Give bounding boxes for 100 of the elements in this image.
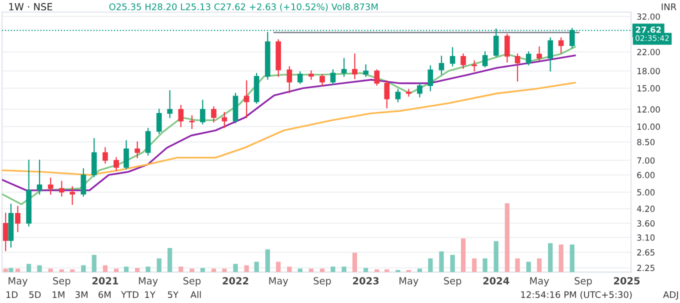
candlestick <box>297 71 303 84</box>
text: All <box>190 291 201 298</box>
candlestick <box>200 100 206 124</box>
y-tick-label: 22.00 <box>637 48 660 56</box>
bar <box>558 244 564 272</box>
y-tick-label: 5.00 <box>637 189 655 196</box>
x-tick-label: 2024 <box>483 277 510 284</box>
text: 1Y <box>145 291 156 298</box>
candlestick <box>15 206 20 232</box>
bar <box>515 258 520 272</box>
bar <box>92 254 96 272</box>
candlestick <box>70 186 76 205</box>
candlestick <box>178 104 184 128</box>
bar <box>417 268 422 272</box>
candlestick <box>374 69 380 86</box>
x-tick-label: 2022 <box>222 277 248 284</box>
bar <box>168 248 172 272</box>
bar <box>3 268 8 272</box>
text: YTD <box>121 291 138 298</box>
candlestick <box>341 58 347 77</box>
candlestick <box>417 82 422 98</box>
candlestick <box>124 140 129 170</box>
candlestick <box>134 141 140 158</box>
y-tick-label: 7.00 <box>637 157 655 164</box>
candlestick <box>395 88 401 102</box>
x-tick-label: May <box>138 277 158 286</box>
bar <box>15 268 20 272</box>
bar <box>222 268 227 272</box>
y-tick-label: 3.60 <box>637 220 655 227</box>
candlestick <box>244 80 250 118</box>
bar <box>146 266 150 272</box>
y-tick-label: 3.10 <box>637 234 655 241</box>
x-tick-label: 2021 <box>92 277 118 284</box>
bar <box>482 258 488 272</box>
candlestick <box>460 54 466 69</box>
bar <box>450 254 455 272</box>
bar <box>265 249 270 272</box>
x-tick-label: May <box>530 277 550 286</box>
bar <box>548 243 553 272</box>
y-tick-label: 4.20 <box>637 206 655 212</box>
bar <box>320 268 325 272</box>
text: 12:54:16 PM (UTC+5:30) <box>521 291 632 300</box>
candlestick <box>536 46 542 61</box>
bar <box>244 265 249 272</box>
line-series <box>2 82 576 176</box>
candlestick <box>363 64 368 77</box>
bar <box>233 264 238 272</box>
bar <box>570 244 574 272</box>
bar <box>124 266 129 272</box>
bar <box>178 266 184 272</box>
candlestick <box>156 108 162 134</box>
candlestick <box>482 51 488 68</box>
candlestick <box>2 212 8 252</box>
bar <box>526 262 531 272</box>
ref-line-label: 27.62 <box>636 26 661 33</box>
bar <box>428 258 433 272</box>
candlestick <box>102 147 108 164</box>
bar <box>8 268 14 272</box>
candlestick <box>189 115 195 130</box>
bar <box>37 265 42 272</box>
candlestick <box>438 56 444 75</box>
candlestick <box>48 178 54 195</box>
text: 1M <box>52 291 64 298</box>
bar <box>102 265 108 272</box>
y-tick-label: 2.65 <box>637 249 654 256</box>
bar <box>200 268 205 272</box>
candlestick <box>114 157 119 171</box>
x-tick-label: Sep <box>53 277 70 286</box>
candlestick <box>286 66 292 94</box>
bar <box>330 266 336 272</box>
x-tick-label: 2025 <box>614 277 640 284</box>
x-tick-label: 2023 <box>353 277 379 284</box>
bar <box>342 266 346 272</box>
bar <box>48 268 53 272</box>
text: 5D <box>29 291 41 298</box>
y-tick-label: 6.00 <box>637 172 655 178</box>
x-tick-label: Sep <box>574 277 592 286</box>
y-tick-label: 18.00 <box>638 68 660 74</box>
bar <box>494 241 498 272</box>
candlestick <box>91 138 97 178</box>
text: 3M <box>75 291 88 298</box>
candlestick <box>36 160 42 195</box>
bar <box>363 268 368 272</box>
x-tick-label: May <box>269 277 288 286</box>
candlestick <box>352 54 358 80</box>
y-tick-label: 32.00 <box>637 13 660 20</box>
bar <box>460 238 466 272</box>
bar <box>211 268 216 272</box>
text: INR <box>662 3 676 10</box>
text: ADJ <box>663 291 678 300</box>
x-tick-label: Sep <box>314 277 331 286</box>
candlestick <box>428 65 434 92</box>
candlestick <box>330 69 336 86</box>
candlestick <box>526 51 532 66</box>
bar <box>536 258 542 272</box>
candlestick <box>320 74 325 86</box>
candlestick <box>558 37 564 54</box>
text: O25.35 H28.20 L25.13 C27.62 +2.63 (+10.52%) Vol8.873M <box>109 3 378 12</box>
candlestick <box>222 112 228 128</box>
candlestick <box>384 80 390 108</box>
